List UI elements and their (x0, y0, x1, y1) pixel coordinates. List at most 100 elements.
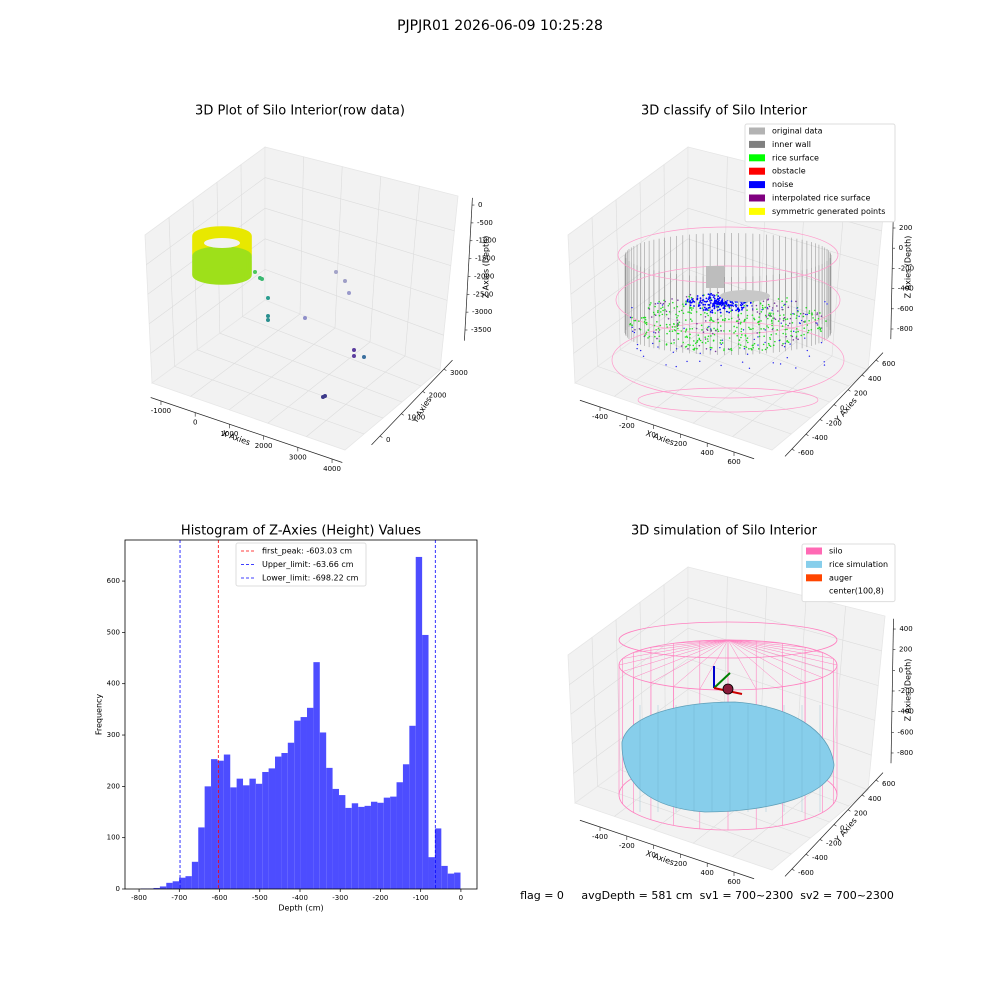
rice-point (769, 336, 771, 339)
rice-point (712, 332, 714, 335)
pane-grid (306, 355, 406, 437)
x-tick-label: -1000 (151, 407, 171, 415)
noise-point (711, 294, 714, 296)
noise-point (713, 307, 716, 310)
noise-point (742, 329, 745, 331)
noise-point (723, 307, 726, 310)
rice-point (696, 347, 698, 350)
rice-point (777, 298, 780, 300)
rice-point (689, 293, 692, 296)
noise-point (793, 330, 795, 333)
y-tick-label: 100 (107, 834, 120, 842)
rice-point (705, 347, 708, 350)
rice-point (762, 308, 765, 310)
rice-point (770, 312, 772, 314)
noise-point (661, 304, 664, 306)
rice-point (684, 336, 687, 338)
noise-point (689, 304, 692, 307)
noise-point (779, 363, 782, 365)
noise-point (722, 307, 725, 310)
silo-wire (622, 639, 729, 659)
rice-point (825, 320, 827, 322)
noise-point (705, 297, 708, 300)
x-tick-label: -700 (171, 894, 187, 902)
auger-axis (713, 672, 731, 689)
legend-swatch (806, 560, 822, 568)
x-tick-label: 2000 (255, 442, 273, 450)
noise-point (710, 328, 712, 330)
rice-point (677, 327, 679, 330)
y-tick-label: 1000 (407, 414, 425, 422)
rice-point (781, 344, 784, 347)
noise-point (699, 307, 702, 310)
noise-point (700, 301, 703, 304)
x-tick-label: -200 (619, 842, 635, 850)
x-tick-label: 400 (701, 869, 714, 877)
noise-point (720, 343, 722, 346)
z-tick-label: 400 (899, 625, 912, 633)
rice-point (749, 328, 751, 330)
z-tick-label: -200 (898, 687, 914, 695)
rice-point (717, 318, 719, 321)
tick-mark (861, 374, 865, 377)
noise-point (631, 330, 634, 333)
z-tick-label: 0 (899, 244, 903, 252)
legend-swatch (806, 574, 822, 582)
rice-point (785, 323, 787, 326)
hist-bar (351, 803, 359, 889)
rice-point (701, 329, 703, 331)
raw-point (260, 277, 264, 281)
rice-point (763, 328, 765, 330)
noise-point (725, 310, 728, 313)
noise-point (749, 301, 752, 304)
noise-point (686, 300, 689, 303)
rice-point (751, 309, 754, 311)
rice-point (786, 318, 789, 320)
rice-point (690, 296, 693, 299)
rice-point (736, 334, 738, 337)
noise-point (693, 300, 696, 303)
pane-grid (687, 207, 879, 266)
silo-wire (633, 639, 729, 653)
rice-point (811, 313, 813, 316)
rice-point (662, 302, 665, 305)
hist-bar (454, 872, 461, 889)
rice-point (773, 317, 776, 319)
pane-grid (687, 658, 875, 721)
rice-point (772, 313, 775, 315)
legend-label: inner wall (772, 140, 811, 149)
rice-point (792, 339, 795, 341)
y-tick-label: 0 (840, 825, 844, 833)
rice-point (759, 302, 762, 305)
rice-point (740, 336, 742, 339)
legend-label: noise (772, 180, 793, 189)
rice-point (701, 341, 704, 344)
rice-point (631, 324, 633, 327)
rice-point (647, 337, 649, 339)
noise-point (772, 362, 774, 364)
x-tick-label: -100 (413, 894, 429, 902)
noise-point (764, 341, 766, 344)
x-tick-label: -500 (252, 894, 268, 902)
tick-mark (805, 853, 809, 857)
x-tick-label: -600 (212, 894, 228, 902)
rice-point (673, 339, 675, 341)
tick-mark (791, 448, 795, 451)
pane-grid (639, 182, 644, 334)
rice-point (767, 326, 770, 329)
axis-label: X Axies (645, 849, 676, 868)
hist-bar (396, 782, 403, 889)
rice-point (654, 332, 657, 334)
legend-label: Lower_limit: -698.22 cm (262, 574, 359, 583)
rice-point (761, 306, 764, 309)
rice-point (816, 312, 819, 314)
rice-point (771, 324, 773, 327)
rice-point (639, 328, 642, 331)
rice-point (743, 345, 746, 348)
pane-grid (591, 637, 598, 787)
rice-point (659, 324, 662, 327)
rice-point (758, 323, 760, 326)
noise-point (686, 298, 689, 301)
noise-point (764, 329, 766, 331)
rice-point (763, 335, 765, 338)
